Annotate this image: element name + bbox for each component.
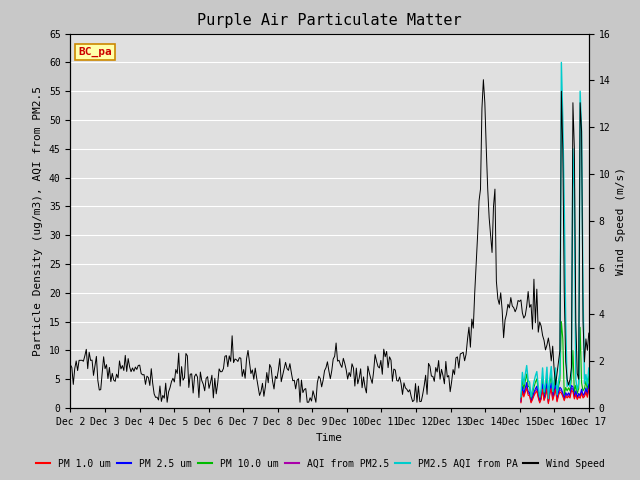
Legend: PM 1.0 um, PM 2.5 um, PM 10.0 um, AQI from PM2.5, PM2.5 AQI from PA, Wind Speed: PM 1.0 um, PM 2.5 um, PM 10.0 um, AQI fr… [32, 455, 608, 473]
Y-axis label: Particle Density (ug/m3), AQI from PM2.5: Particle Density (ug/m3), AQI from PM2.5 [33, 86, 44, 356]
Text: BC_pa: BC_pa [78, 47, 112, 57]
X-axis label: Time: Time [316, 432, 343, 443]
Title: Purple Air Particulate Matter: Purple Air Particulate Matter [197, 13, 462, 28]
Y-axis label: Wind Speed (m/s): Wind Speed (m/s) [616, 167, 626, 275]
